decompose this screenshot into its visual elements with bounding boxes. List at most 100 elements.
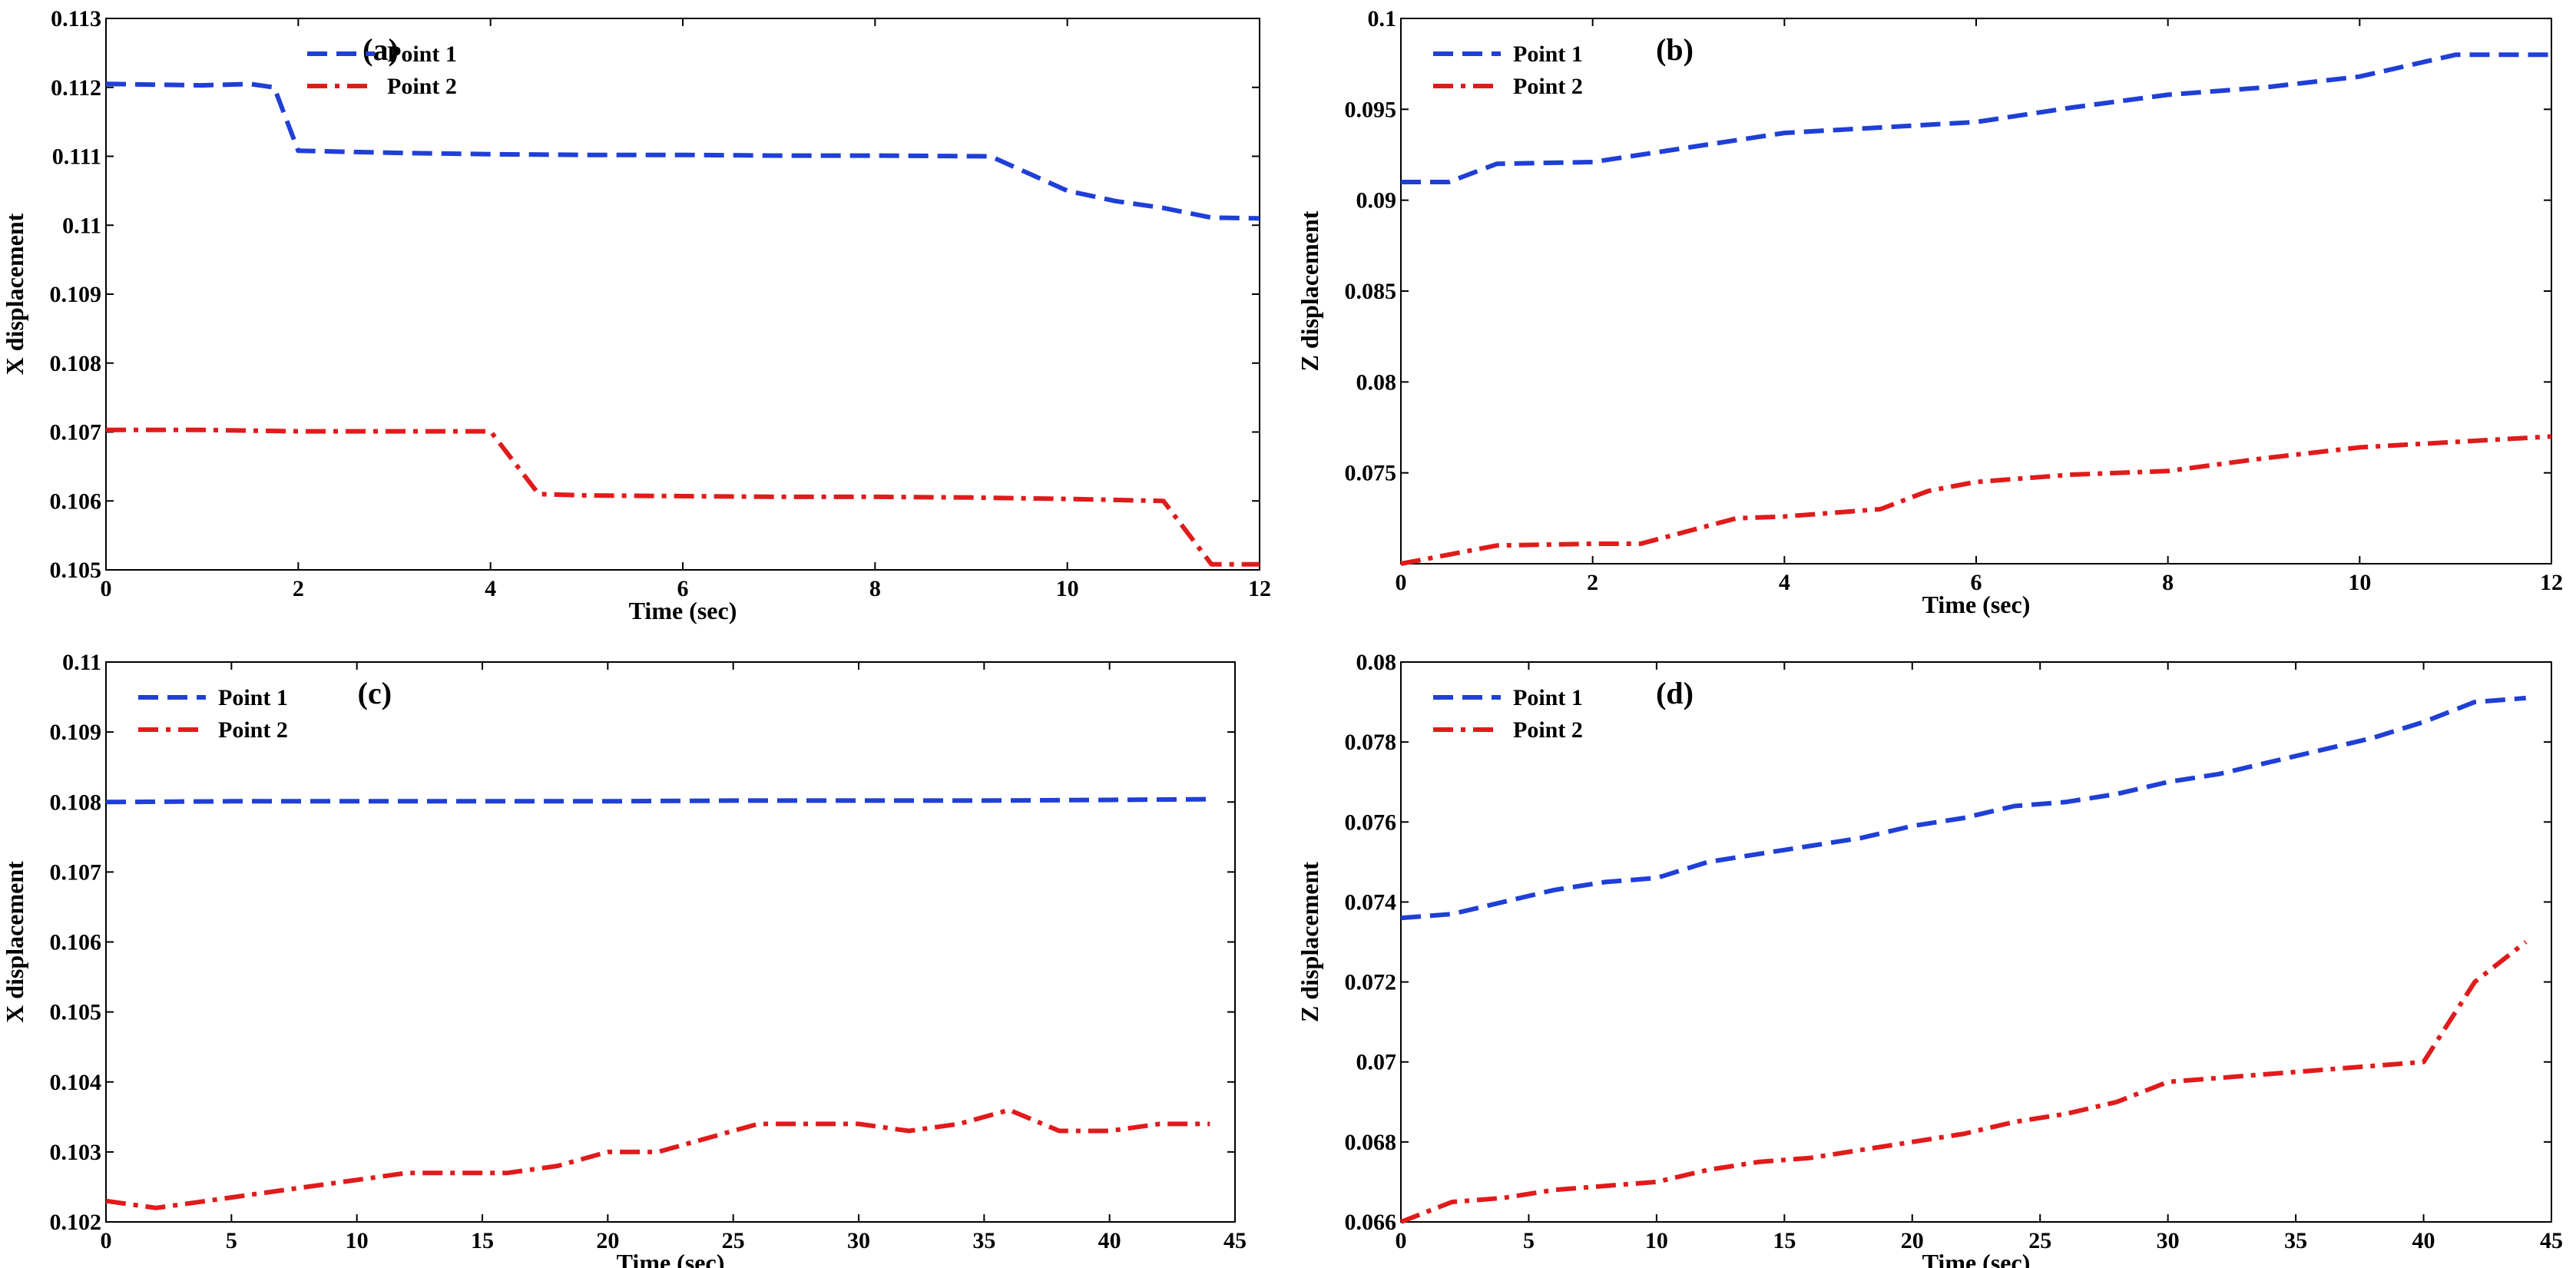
- x-axis-label: Time (sec): [1922, 591, 2031, 618]
- y-axis-label: Z displacement: [1296, 862, 1323, 1022]
- panel-label: (b): [1656, 32, 1694, 67]
- y-tick-label: 0.109: [50, 720, 102, 745]
- x-tick-label: 25: [2028, 1228, 2051, 1253]
- y-tick-label: 0.074: [1345, 889, 1397, 915]
- y-tick-label: 0.105: [50, 1000, 102, 1025]
- x-tick-label: 45: [2540, 1228, 2563, 1253]
- x-tick-label: 0: [101, 576, 112, 601]
- y-tick-label: 0.1: [1368, 6, 1397, 31]
- x-tick-label: 30: [2157, 1228, 2180, 1253]
- y-tick-label: 0.106: [50, 930, 102, 955]
- x-tick-label: 10: [346, 1228, 369, 1253]
- x-tick-label: 0: [101, 1228, 112, 1253]
- legend-label-point-2: Point 2: [1513, 717, 1583, 743]
- y-tick-label: 0.102: [50, 1210, 102, 1235]
- y-tick-label: 0.072: [1345, 970, 1397, 995]
- y-tick-label: 0.111: [52, 144, 101, 170]
- x-tick-label: 40: [2412, 1228, 2435, 1253]
- y-tick-label: 0.104: [50, 1070, 102, 1095]
- x-tick-label: 4: [1779, 570, 1790, 595]
- y-axis-label: X displacement: [1, 213, 28, 375]
- x-tick-label: 10: [2348, 570, 2371, 595]
- series-line-point-2: [105, 1107, 1210, 1210]
- x-tick-label: 10: [1645, 1228, 1668, 1253]
- y-axis-label: X displacement: [1, 861, 28, 1023]
- y-tick-label: 0.107: [50, 420, 102, 445]
- x-tick-label: 0: [1396, 1228, 1407, 1253]
- x-tick-label: 40: [1098, 1228, 1121, 1253]
- x-tick-label: 8: [869, 576, 881, 601]
- y-tick-label: 0.108: [50, 790, 102, 815]
- x-tick-label: 4: [485, 576, 496, 601]
- series-line-point-1: [105, 81, 1260, 221]
- y-axis-label: Z displacement: [1296, 210, 1323, 371]
- series-line-point-2: [1399, 940, 2528, 1224]
- y-tick-label: 0.109: [50, 282, 102, 307]
- x-tick-label: 25: [722, 1228, 745, 1253]
- legend-label-point-1: Point 1: [1513, 685, 1583, 710]
- x-tick-label: 6: [677, 576, 689, 601]
- x-tick-label: 2: [1587, 570, 1598, 595]
- x-tick-label: 12: [2540, 570, 2563, 595]
- y-tick-label: 0.066: [1345, 1210, 1397, 1235]
- x-tick-label: 20: [1901, 1228, 1924, 1253]
- x-tick-label: 8: [2162, 570, 2174, 595]
- y-tick-label: 0.106: [50, 488, 102, 514]
- x-axis-label: Time (sec): [617, 1249, 725, 1268]
- y-tick-label: 0.076: [1345, 809, 1397, 835]
- y-tick-label: 0.11: [62, 650, 101, 675]
- y-tick-label: 0.112: [51, 75, 101, 101]
- chart-panel-4: 0 5 10 15 20 25 30 35 40 45 0.066 0.068 0.07 0.072 0.0…: [1296, 650, 2563, 1268]
- y-tick-label: 0.095: [1345, 97, 1397, 122]
- x-tick-label: 35: [2284, 1228, 2307, 1253]
- panel-label: (a): [363, 32, 399, 67]
- y-tick-label: 0.108: [50, 351, 102, 376]
- legend-label-point-1: Point 1: [218, 685, 288, 710]
- series-line-point-1: [105, 796, 1210, 805]
- legend-label-point-1: Point 1: [387, 41, 457, 67]
- x-tick-label: 10: [1056, 576, 1079, 601]
- chart-panel-3: 0 5 10 15 20 25 30 35 40 45 0.102 0.103 0.104 0.105 0.…: [1, 650, 1247, 1268]
- y-tick-label: 0.08: [1356, 650, 1397, 675]
- plot-frame: [1400, 661, 2552, 1223]
- y-tick-label: 0.08: [1356, 369, 1397, 395]
- x-tick-label: 0: [1396, 570, 1407, 595]
- y-tick-label: 0.107: [50, 859, 102, 885]
- y-tick-label: 0.11: [62, 213, 101, 238]
- x-tick-label: 35: [972, 1228, 995, 1253]
- x-tick-label: 6: [1971, 570, 1982, 595]
- legend-label-point-2: Point 2: [218, 717, 288, 743]
- series-line-point-1: [1401, 52, 2551, 184]
- y-tick-label: 0.068: [1345, 1130, 1397, 1155]
- y-tick-label: 0.103: [50, 1140, 102, 1165]
- chart-panel-2: 0 2 4 6 8 10 12 0.075 0.08 0.085 0.09 0.095 0.1 Time …: [1296, 6, 2563, 618]
- x-axis-label: Time (sec): [629, 597, 737, 624]
- legend-label-point-2: Point 2: [1513, 74, 1583, 99]
- x-tick-label: 2: [293, 576, 304, 601]
- series-line-point-1: [1400, 695, 2526, 921]
- plot-frame: [1400, 18, 2552, 564]
- legend-label-point-2: Point 2: [387, 74, 457, 99]
- panel-label: (c): [358, 676, 392, 710]
- panel-label: (d): [1656, 676, 1694, 710]
- x-tick-label: 15: [1773, 1228, 1796, 1253]
- plot-frame: [105, 661, 1236, 1223]
- x-tick-label: 12: [1248, 576, 1271, 601]
- x-tick-label: 5: [1523, 1228, 1535, 1253]
- chart-panel-1: 0 2 4 6 8 10 12 0.105 0.106 0.107 0.108 0.109 0.11 0.…: [1, 6, 1271, 624]
- y-tick-label: 0.07: [1356, 1050, 1397, 1075]
- series-line-point-2: [1400, 434, 2552, 566]
- y-tick-label: 0.078: [1345, 730, 1397, 755]
- y-tick-label: 0.085: [1345, 279, 1397, 304]
- x-tick-label: 45: [1223, 1228, 1247, 1253]
- y-tick-label: 0.113: [51, 6, 101, 31]
- legend-label-point-1: Point 1: [1513, 41, 1583, 67]
- x-axis-label: Time (sec): [1922, 1249, 2031, 1268]
- x-tick-label: 30: [847, 1228, 870, 1253]
- x-tick-label: 5: [226, 1228, 237, 1253]
- x-tick-label: 20: [596, 1228, 619, 1253]
- y-tick-label: 0.09: [1356, 188, 1397, 214]
- y-tick-label: 0.105: [50, 558, 102, 583]
- series-line-point-2: [106, 427, 1260, 567]
